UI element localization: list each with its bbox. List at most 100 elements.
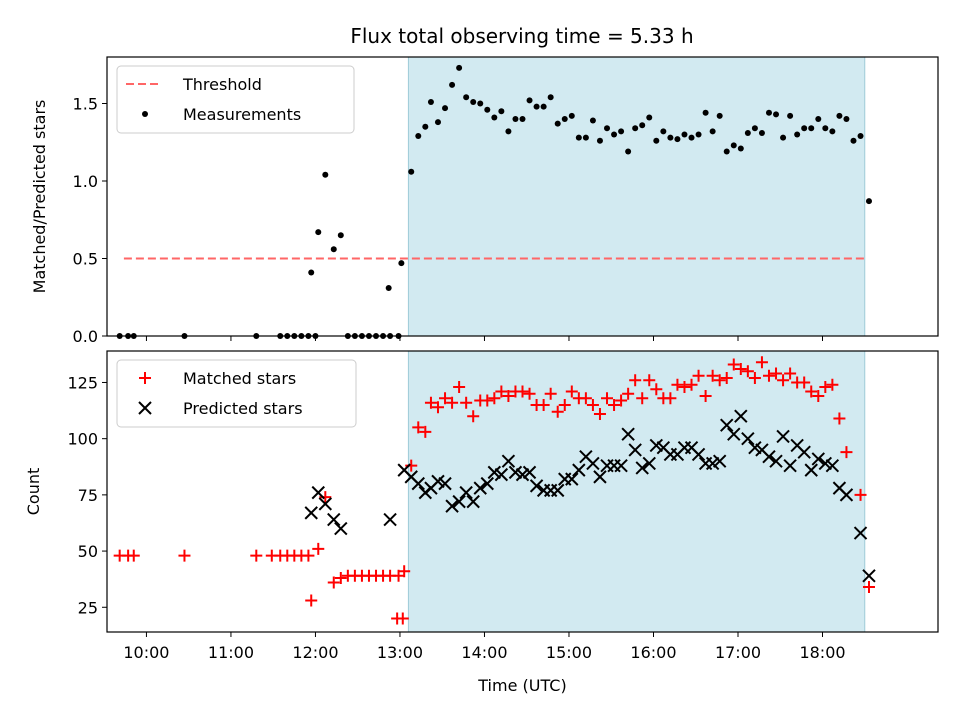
data-point	[727, 427, 741, 441]
data-point	[127, 549, 140, 562]
data-point	[396, 612, 409, 625]
data-point	[776, 429, 790, 444]
x-tick-label: 11:00	[208, 643, 254, 662]
data-point	[327, 512, 341, 527]
data-point	[854, 488, 867, 501]
data-point	[664, 392, 677, 405]
data-point	[452, 494, 466, 509]
data-point	[304, 506, 318, 520]
data-point	[769, 454, 783, 468]
data-point	[537, 398, 550, 411]
data-point	[593, 470, 607, 484]
data-point	[839, 488, 854, 502]
data-point	[412, 421, 425, 434]
data-point	[561, 116, 568, 122]
data-point	[446, 396, 459, 409]
data-point	[459, 485, 473, 500]
legend-label: Predicted stars	[183, 399, 303, 418]
y-tick-label: 100	[67, 430, 98, 449]
data-point	[822, 125, 829, 132]
series-predicted-stars	[304, 409, 876, 583]
data-point	[586, 456, 600, 471]
data-point	[470, 98, 477, 105]
y-tick-label: 1.5	[73, 95, 98, 114]
x-tick-label: 16:00	[630, 643, 676, 662]
data-point	[424, 396, 437, 409]
data-point	[589, 117, 596, 124]
data-point	[330, 246, 337, 253]
data-point	[629, 374, 642, 387]
data-point	[865, 198, 872, 205]
data-point	[385, 284, 392, 291]
data-point	[308, 269, 315, 276]
data-point	[744, 129, 751, 136]
data-point	[334, 572, 347, 585]
data-point	[473, 481, 487, 495]
y-axis-label: Count	[24, 468, 43, 516]
data-point	[621, 427, 635, 441]
data-point	[770, 367, 783, 380]
data-point	[734, 362, 747, 375]
data-point	[250, 549, 263, 562]
x-tick-label: 17:00	[715, 643, 761, 662]
data-point	[709, 128, 716, 135]
data-point	[558, 398, 571, 411]
data-point	[481, 394, 494, 407]
data-point	[411, 476, 425, 491]
y-tick-label: 0.5	[73, 250, 98, 269]
data-point	[825, 458, 840, 473]
axes-frame	[106, 350, 939, 633]
data-point	[804, 463, 818, 477]
data-point	[419, 425, 432, 438]
legend-label: Threshold	[182, 75, 262, 94]
data-point	[625, 148, 632, 155]
series-measurements	[116, 64, 872, 339]
data-point	[741, 365, 754, 378]
legend-matched-swatch	[139, 372, 151, 384]
y-tick-label: 50	[78, 542, 98, 561]
data-point	[337, 232, 344, 239]
data-point	[611, 131, 618, 138]
data-point	[449, 81, 456, 88]
data-point	[305, 594, 318, 607]
data-point	[741, 431, 755, 446]
data-point	[642, 456, 656, 471]
data-point	[712, 454, 727, 468]
x-tick-label: 13:00	[377, 643, 423, 662]
data-point	[554, 120, 561, 127]
data-point	[727, 358, 740, 371]
x-tick-label: 12:00	[292, 643, 338, 662]
data-point	[445, 499, 459, 513]
data-point	[755, 356, 768, 369]
data-point	[322, 171, 329, 178]
data-point	[565, 472, 579, 486]
data-point	[812, 389, 825, 402]
data-point	[622, 387, 635, 400]
data-point	[319, 491, 332, 504]
data-point	[427, 98, 434, 105]
data-point	[671, 378, 684, 391]
data-point	[488, 392, 501, 405]
data-point	[836, 112, 843, 119]
data-point	[805, 385, 818, 398]
data-point	[311, 485, 325, 500]
data-point	[494, 467, 509, 482]
data-point	[730, 142, 737, 149]
data-point	[762, 369, 775, 382]
series-matched-stars	[113, 356, 875, 625]
data-point	[797, 445, 811, 459]
data-point	[438, 476, 452, 491]
data-point	[593, 407, 606, 420]
data-point	[498, 108, 505, 115]
data-point	[784, 367, 797, 380]
data-point	[798, 376, 811, 389]
data-point	[442, 105, 449, 112]
data-point	[547, 94, 554, 101]
data-point	[551, 405, 564, 418]
x-tick-label: 14:00	[461, 643, 507, 662]
data-point	[639, 122, 646, 129]
data-point	[762, 449, 776, 464]
data-point	[840, 446, 853, 459]
data-point	[801, 125, 808, 132]
data-point	[653, 137, 660, 144]
